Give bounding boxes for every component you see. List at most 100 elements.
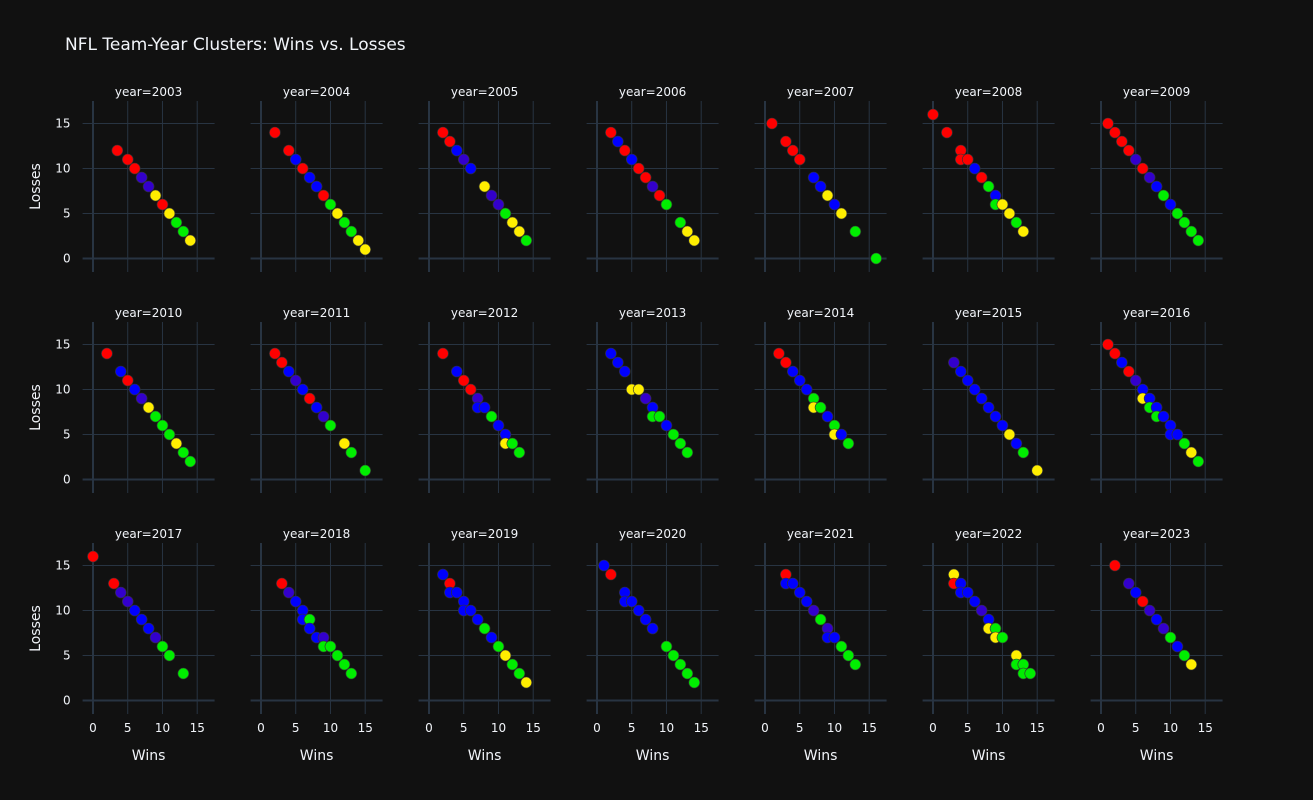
y-tick-label: 15 (55, 338, 70, 352)
x-tick-label: 10 (155, 721, 170, 735)
x-tick-label: 15 (1030, 721, 1045, 735)
facet-panel: year=2021 0 5 10 15 Wins (754, 527, 887, 764)
x-tick-label: 5 (460, 721, 468, 735)
data-point (681, 225, 694, 238)
data-point (464, 162, 477, 175)
data-point (506, 216, 519, 229)
data-point (793, 374, 806, 387)
data-point (674, 658, 687, 671)
data-point (660, 419, 673, 432)
data-point (681, 667, 694, 680)
facet-panel: year=2015 (922, 306, 1055, 493)
x-tick-label: 0 (257, 721, 265, 735)
data-point (639, 392, 652, 405)
data-point (1109, 126, 1121, 139)
data-point (450, 144, 463, 157)
data-point (163, 428, 176, 441)
facet-panel: year=2008 (922, 85, 1055, 272)
data-point (513, 667, 526, 680)
data-point (485, 631, 498, 644)
data-point (296, 162, 309, 175)
data-point (996, 631, 1009, 644)
data-point (1150, 180, 1163, 193)
data-point (1129, 586, 1142, 599)
panel-title: year=2016 (1123, 306, 1190, 320)
data-point (941, 126, 953, 139)
panel-title: year=2012 (451, 306, 518, 320)
y-tick-label: 10 (55, 604, 70, 618)
data-point (485, 410, 498, 423)
data-point (639, 613, 652, 626)
data-point (780, 356, 792, 369)
x-tick-label: 0 (593, 721, 601, 735)
data-point (177, 446, 190, 459)
facet-panel: year=2014 (754, 306, 887, 493)
y-tick-label: 5 (63, 428, 71, 442)
data-point (450, 365, 463, 378)
y-tick-label: 0 (63, 252, 71, 266)
data-point (149, 631, 162, 644)
data-point (1017, 446, 1030, 459)
chart-title: NFL Team-Year Clusters: Wins vs. Losses (65, 35, 406, 55)
panel-title: year=2004 (283, 85, 350, 99)
data-point (639, 171, 652, 184)
x-axis-label: Wins (804, 748, 838, 764)
x-tick-label: 0 (89, 721, 97, 735)
data-point (184, 455, 197, 468)
x-tick-label: 15 (694, 721, 709, 735)
data-point (612, 135, 624, 148)
data-point (492, 198, 505, 211)
data-point (1178, 216, 1191, 229)
data-point (1122, 577, 1135, 590)
data-point (948, 356, 960, 369)
data-point (1185, 225, 1198, 238)
data-point (646, 180, 659, 193)
data-point (114, 365, 127, 378)
data-point (968, 162, 981, 175)
data-point (331, 649, 344, 662)
x-tick-label: 5 (124, 721, 132, 735)
data-point (513, 225, 526, 238)
data-point (121, 153, 134, 166)
data-point (324, 198, 337, 211)
data-point (1157, 622, 1170, 635)
panel-title: year=2018 (283, 527, 350, 541)
x-tick-label: 0 (761, 721, 769, 735)
facet-panel: year=2011 (250, 306, 383, 493)
data-point (289, 153, 302, 166)
data-point (1164, 631, 1177, 644)
data-point (108, 577, 120, 590)
x-axis-label: Wins (300, 748, 334, 764)
data-point (135, 613, 148, 626)
data-point (101, 347, 113, 360)
data-point (961, 153, 974, 166)
data-point (807, 604, 820, 617)
x-tick-label: 5 (292, 721, 300, 735)
y-axis-label: Losses (28, 384, 44, 431)
data-point (1122, 365, 1135, 378)
data-point (276, 356, 288, 369)
data-point (1102, 338, 1114, 351)
data-point (968, 383, 981, 396)
data-point (128, 383, 141, 396)
panel-title: year=2019 (451, 527, 518, 541)
data-point (800, 595, 813, 608)
data-point (142, 180, 155, 193)
data-point (1178, 437, 1191, 450)
data-point (618, 365, 631, 378)
y-axis-label: Losses (28, 605, 44, 652)
data-point (142, 401, 155, 414)
data-point (359, 243, 372, 256)
data-point (1116, 135, 1128, 148)
panel-title: year=2023 (1123, 527, 1190, 541)
data-point (814, 401, 827, 414)
x-tick-label: 10 (491, 721, 506, 735)
panel-title: year=2014 (787, 306, 854, 320)
panel-title: year=2007 (787, 85, 854, 99)
data-point (612, 356, 624, 369)
data-point (786, 365, 799, 378)
panel-title: year=2003 (115, 85, 182, 99)
data-point (849, 225, 862, 238)
data-point (485, 189, 498, 202)
data-point (170, 437, 183, 450)
